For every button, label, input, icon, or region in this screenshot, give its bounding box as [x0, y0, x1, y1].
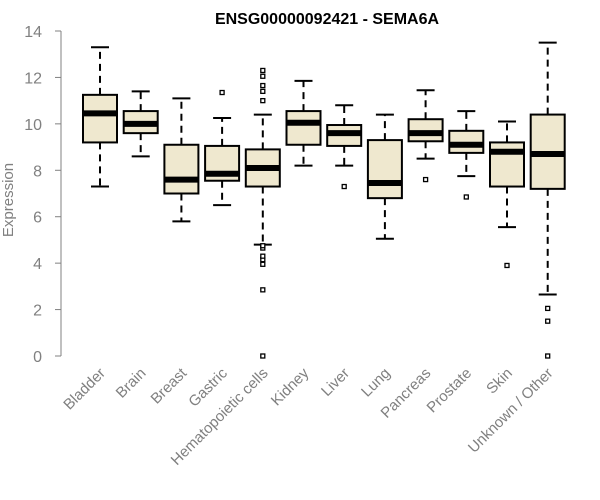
x-category-label: Skin [483, 365, 516, 398]
box-group [244, 67, 281, 359]
x-category-label: Prostate [424, 365, 476, 417]
box-group [285, 79, 322, 167]
outlier-point [341, 183, 347, 190]
y-axis-label: Expression [0, 163, 17, 237]
outlier-point [260, 73, 266, 79]
box-group [489, 120, 525, 269]
box-group [529, 41, 566, 359]
outlier-point [545, 353, 551, 359]
box-iqr [285, 110, 322, 146]
chart-title: ENSG00000092421 - SEMA6A [215, 11, 440, 28]
box-iqr [82, 93, 118, 144]
outlier-point [463, 194, 469, 200]
box-group [326, 104, 363, 190]
outlier-point [260, 261, 266, 267]
outlier-point [545, 318, 551, 324]
outlier-point [260, 82, 266, 89]
outlier-point [219, 89, 225, 96]
outlier-point [260, 243, 266, 249]
outlier-point [545, 305, 551, 312]
box-group [448, 110, 485, 200]
outlier-point [504, 262, 510, 269]
box-group [204, 89, 241, 207]
box-iqr [366, 139, 403, 200]
y-tick-label: 2 [33, 303, 42, 320]
box-group [407, 89, 444, 183]
outlier-point [260, 97, 266, 104]
x-category-label: Brain [113, 365, 150, 402]
box-group [163, 97, 200, 223]
boxes-layer [82, 41, 566, 359]
y-tick-label: 0 [33, 349, 42, 366]
x-category-label: Liver [318, 365, 353, 400]
y-tick-label: 6 [33, 210, 42, 227]
outlier-point [260, 353, 266, 359]
y-tick-label: 10 [24, 117, 42, 134]
box-group [122, 90, 159, 158]
outlier-point [260, 253, 266, 259]
box-group [82, 46, 118, 188]
outlier-point [422, 176, 429, 183]
outlier-point [260, 88, 266, 95]
y-tick-label: 14 [24, 24, 42, 41]
y-tick-label: 12 [24, 70, 42, 87]
box-group [366, 113, 403, 240]
outlier-point [260, 67, 266, 74]
y-tick-label: 8 [33, 163, 42, 180]
outlier-point [260, 287, 266, 293]
y-axis: 0 2 4 6 8 10 12 14 [24, 24, 62, 366]
x-category-label: Bladder [60, 365, 109, 414]
x-category-label: Breast [148, 364, 191, 407]
y-tick-label: 4 [33, 256, 42, 273]
x-category-label: Kidney [268, 364, 313, 409]
x-category-label: Lung [358, 365, 394, 401]
box-iqr [163, 143, 200, 195]
